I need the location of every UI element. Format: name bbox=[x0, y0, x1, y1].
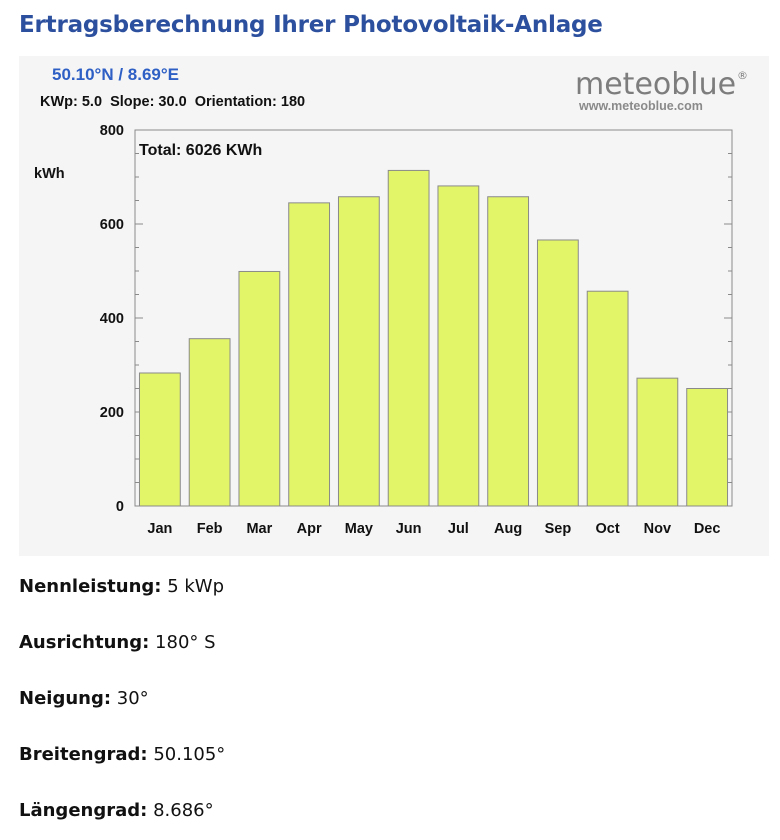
x-tick-label: Jul bbox=[448, 521, 469, 537]
detail-laengengrad: Längengrad: 8.686° bbox=[19, 800, 214, 821]
y-tick-label: 400 bbox=[100, 311, 124, 327]
page-title: Ertragsberechnung Ihrer Photovoltaik-Anl… bbox=[19, 12, 603, 38]
detail-label: Nennleistung: bbox=[19, 576, 162, 597]
x-tick-label: Mar bbox=[246, 521, 272, 537]
x-tick-label: Dec bbox=[694, 521, 721, 537]
y-tick-label: 800 bbox=[100, 123, 124, 139]
detail-label: Längengrad: bbox=[19, 800, 148, 821]
bar-jan bbox=[138, 372, 181, 507]
detail-neigung: Neigung: 30° bbox=[19, 688, 149, 709]
yield-chart: 50.10°N / 8.69°E KWp: 5.0 Slope: 30.0 Or… bbox=[34, 65, 748, 537]
y-tick-label: 200 bbox=[100, 405, 124, 421]
x-tick-label: May bbox=[345, 521, 373, 537]
detail-value: 5 kWp bbox=[161, 576, 225, 597]
x-tick-label: Jun bbox=[396, 521, 422, 537]
detail-ausrichtung: Ausrichtung: 180° S bbox=[19, 632, 216, 653]
detail-value: 50.105° bbox=[147, 744, 226, 765]
x-axis: Jan Feb Mar Apr May Jun Jul Aug Sep Oct Nov Dec bbox=[147, 521, 720, 537]
brand-registered-mark: ® bbox=[737, 69, 748, 82]
detail-value: 180° S bbox=[149, 632, 216, 653]
plot-area bbox=[134, 129, 733, 507]
bar-sep bbox=[536, 239, 579, 507]
meteoblue-logo: meteoblue ® www.meteoblue.com bbox=[575, 67, 748, 113]
x-tick-label: Feb bbox=[197, 521, 223, 537]
bar-nov bbox=[636, 377, 679, 507]
bar-feb bbox=[188, 338, 231, 507]
total-annotation: Total: 6026 KWh bbox=[139, 142, 262, 159]
bar-mar bbox=[238, 270, 281, 507]
bar-oct bbox=[586, 290, 629, 507]
chart-coordinates: 50.10°N / 8.69°E bbox=[52, 65, 179, 84]
bar-may bbox=[337, 196, 380, 507]
chart-parameters: KWp: 5.0 Slope: 30.0 Orientation: 180 bbox=[40, 94, 305, 110]
x-tick-label: Nov bbox=[644, 521, 671, 537]
brand-url: www.meteoblue.com bbox=[578, 99, 703, 113]
bar-jun bbox=[387, 169, 430, 507]
detail-breitengrad: Breitengrad: 50.105° bbox=[19, 744, 225, 765]
x-tick-label: Oct bbox=[596, 521, 620, 537]
bar-series bbox=[138, 169, 729, 507]
detail-label: Breitengrad: bbox=[19, 744, 148, 765]
y-tick-label: 600 bbox=[100, 217, 124, 233]
chart-panel: 50.10°N / 8.69°E KWp: 5.0 Slope: 30.0 Or… bbox=[19, 56, 769, 556]
bar-dec bbox=[686, 388, 729, 507]
detail-value: 8.686° bbox=[147, 800, 214, 821]
bar-aug bbox=[487, 196, 530, 507]
x-tick-label: Apr bbox=[297, 521, 322, 537]
x-tick-label: Sep bbox=[545, 521, 572, 537]
bar-apr bbox=[288, 202, 331, 507]
y-axis-label: kWh bbox=[34, 166, 65, 182]
y-tick-label: 0 bbox=[116, 499, 124, 515]
detail-label: Neigung: bbox=[19, 688, 112, 709]
y-axis: 0 200 400 600 800 bbox=[100, 123, 732, 515]
detail-nennleistung: Nennleistung: 5 kWp bbox=[19, 576, 224, 597]
x-tick-label: Aug bbox=[494, 521, 522, 537]
brand-name: meteoblue bbox=[575, 67, 736, 102]
detail-label: Ausrichtung: bbox=[19, 632, 150, 653]
bar-jul bbox=[437, 185, 480, 507]
detail-value: 30° bbox=[111, 688, 149, 709]
x-tick-label: Jan bbox=[147, 521, 172, 537]
